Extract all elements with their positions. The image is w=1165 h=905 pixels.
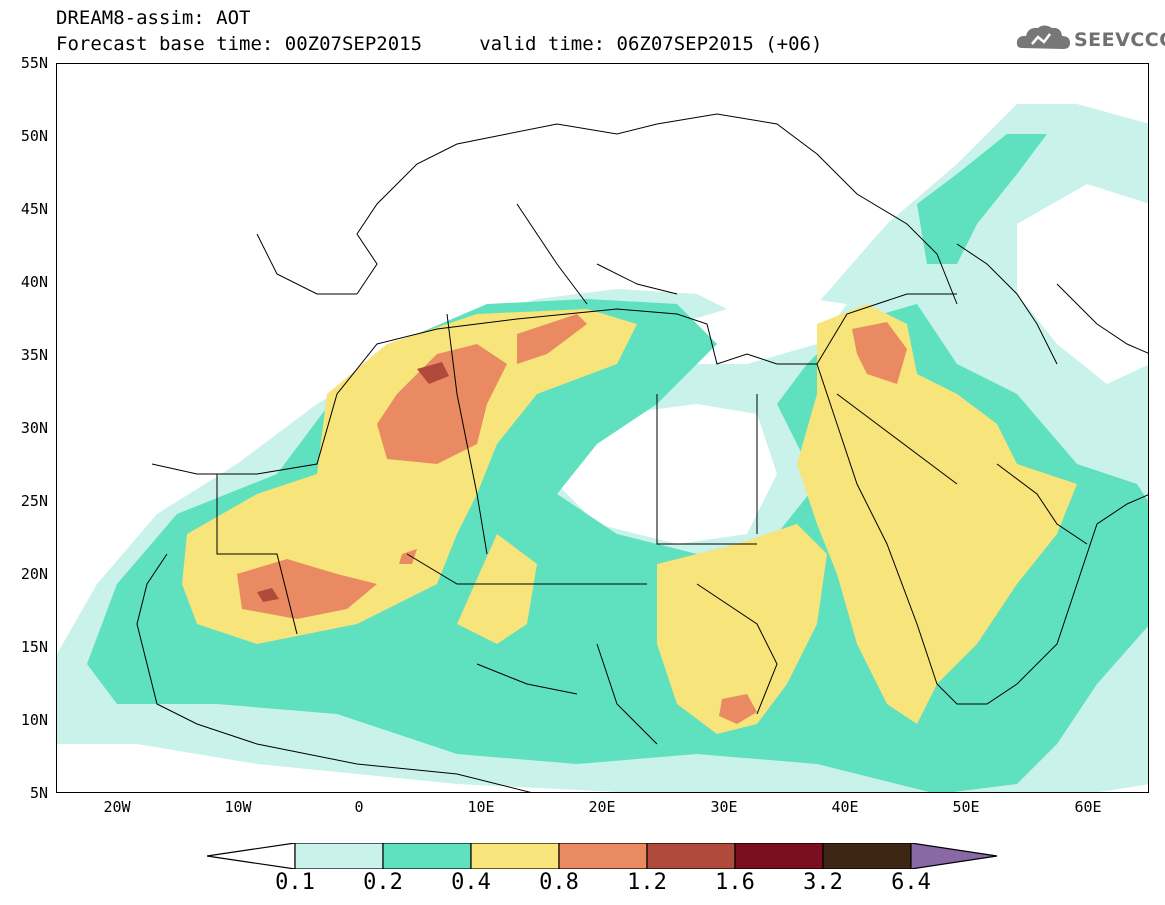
colorbar (207, 843, 998, 869)
colorbar-swatch-5 (734, 843, 824, 869)
seevccc-logo: SEEVCCC (1016, 22, 1165, 56)
lat-label-40n: 40N (20, 273, 48, 291)
colorbar-label-0.8: 0.8 (539, 870, 579, 895)
lon-label-10w: 10W (224, 798, 252, 816)
lat-label-35n: 35N (20, 346, 48, 364)
aot-map (56, 63, 1149, 793)
colorbar-above-max (910, 843, 998, 869)
colorbar-label-0.2: 0.2 (363, 870, 403, 895)
colorbar-below-min (207, 843, 296, 869)
colorbar-label-3.2: 3.2 (803, 870, 843, 895)
aot-map-svg (57, 104, 1148, 792)
cloud-logo-icon (1016, 25, 1070, 49)
colorbar-swatch-6 (822, 843, 912, 869)
colorbar-swatch-0 (294, 843, 384, 869)
lon-label-60e: 60E (1074, 798, 1102, 816)
lat-label-10n: 10N (20, 711, 48, 729)
lat-label-25n: 25N (20, 492, 48, 510)
colorbar-swatch-3 (558, 843, 648, 869)
lon-label-50e: 50E (952, 798, 980, 816)
lat-label-5n: 5N (29, 784, 48, 802)
colorbar-label-1.2: 1.2 (627, 870, 667, 895)
aot-clear-areas (557, 184, 1148, 544)
lon-label-0: 0 (354, 798, 364, 816)
lon-label-10e: 10E (467, 798, 495, 816)
colorbar-label-6.4: 6.4 (891, 870, 931, 895)
lat-label-30n: 30N (20, 419, 48, 437)
aot-contour-0.8 (237, 314, 907, 724)
chart-title: DREAM8-assim: AOT (56, 7, 251, 29)
aot-contour-1.2 (257, 362, 449, 602)
lat-label-45n: 45N (20, 200, 48, 218)
colorbar-label-0.1: 0.1 (275, 870, 315, 895)
lat-label-50n: 50N (20, 127, 48, 145)
lat-label-20n: 20N (20, 565, 48, 583)
colorbar-label-1.6: 1.6 (715, 870, 755, 895)
lat-label-55n: 55N (20, 54, 48, 72)
colorbar-label-0.4: 0.4 (451, 870, 491, 895)
lon-label-30e: 30E (710, 798, 738, 816)
map-coastlines (136, 113, 1148, 792)
colorbar-swatch-2 (470, 843, 560, 869)
lon-label-20e: 20E (588, 798, 616, 816)
colorbar-swatch-1 (382, 843, 472, 869)
logo-text: SEEVCCC (1074, 29, 1165, 51)
lon-label-20w: 20W (103, 798, 131, 816)
aot-contour-0.4 (182, 304, 1077, 734)
lat-label-15n: 15N (20, 638, 48, 656)
colorbar-swatch-4 (646, 843, 736, 869)
chart-subtitle: Forecast base time: 00Z07SEP2015 valid t… (56, 33, 823, 55)
lon-label-40e: 40E (831, 798, 859, 816)
